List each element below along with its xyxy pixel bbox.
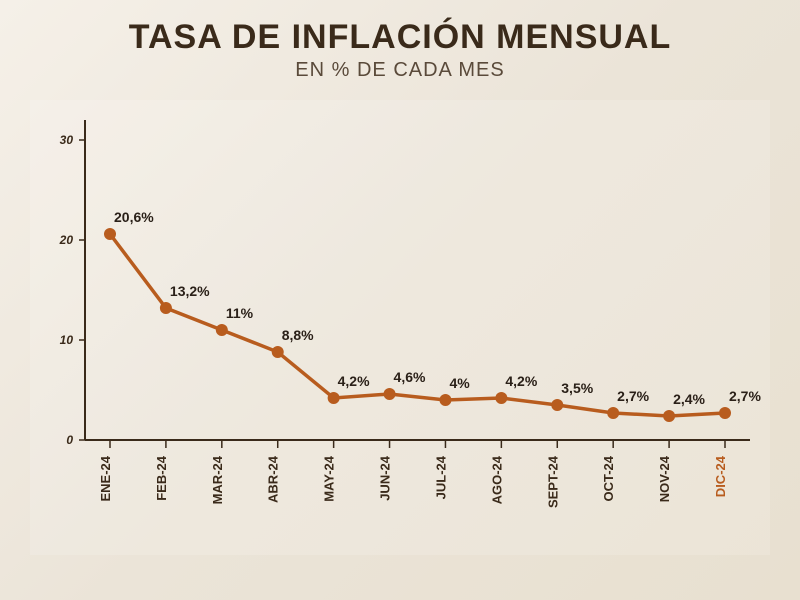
series-marker (216, 324, 228, 336)
data-label: 4,6% (394, 369, 426, 385)
series-marker (607, 407, 619, 419)
series-marker (663, 410, 675, 422)
x-tick-label: DIC-24 (713, 455, 728, 497)
y-tick-label: 20 (59, 233, 74, 247)
y-tick-label: 30 (60, 133, 74, 147)
chart-container: 0 10 20 30 20,6% 13,2% 11% 8,8% 4,2% 4,6% 4% 4,2% 3,… (30, 100, 770, 555)
x-tick-label: ENE-24 (98, 455, 113, 501)
x-tick-label: AGO-24 (489, 455, 504, 504)
chart-title: TASA DE INFLACIÓN MENSUAL (0, 18, 800, 57)
line-chart: 0 10 20 30 20,6% 13,2% 11% 8,8% 4,2% 4,6% 4% 4,2% 3,… (30, 100, 770, 555)
data-label: 11% (226, 305, 254, 321)
data-label: 8,8% (282, 327, 314, 343)
series-marker (439, 394, 451, 406)
data-label: 4% (449, 375, 470, 391)
x-tick-label: NOV-24 (657, 455, 672, 502)
series-marker (328, 392, 340, 404)
series-marker (719, 407, 731, 419)
series-marker (160, 302, 172, 314)
x-tick-label: FEB-24 (154, 455, 169, 501)
data-label: 4,2% (338, 373, 370, 389)
chart-header: TASA DE INFLACIÓN MENSUAL EN % DE CADA M… (0, 0, 800, 90)
data-label: 3,5% (561, 380, 593, 396)
chart-subtitle: EN % DE CADA MES (0, 59, 800, 82)
data-label: 20,6% (114, 209, 154, 225)
data-label: 13,2% (170, 283, 210, 299)
data-label: 4,2% (505, 373, 537, 389)
series-marker (104, 228, 116, 240)
x-tick-label: JUL-24 (433, 455, 448, 499)
x-tick-label: JUN-24 (378, 455, 393, 501)
series-marker (495, 392, 507, 404)
series-marker (384, 388, 396, 400)
y-tick-label: 10 (60, 333, 74, 347)
series-marker (272, 346, 284, 358)
x-tick-label: OCT-24 (601, 455, 616, 501)
x-tick-label: ABR-24 (266, 455, 281, 503)
series-marker (551, 399, 563, 411)
x-tick-label: SEPT-24 (545, 455, 560, 508)
data-label: 2,7% (617, 388, 649, 404)
y-tick-label: 0 (66, 433, 73, 447)
data-label: 2,4% (673, 391, 705, 407)
data-label: 2,7% (729, 388, 761, 404)
x-tick-label: MAY-24 (322, 455, 337, 502)
x-tick-label: MAR-24 (210, 455, 225, 504)
